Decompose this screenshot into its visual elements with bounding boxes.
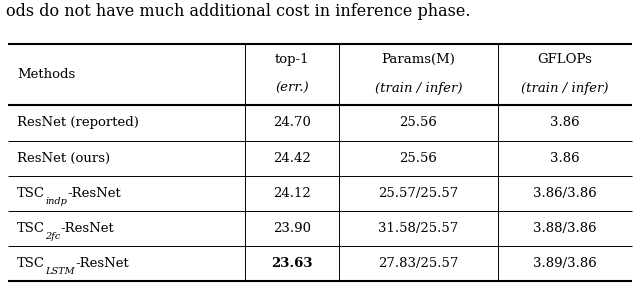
Text: TSC: TSC bbox=[17, 186, 45, 200]
Text: 23.90: 23.90 bbox=[273, 222, 311, 235]
Text: 2fc: 2fc bbox=[45, 231, 61, 241]
Text: 3.86: 3.86 bbox=[550, 151, 580, 164]
Text: 3.86: 3.86 bbox=[550, 117, 580, 130]
Text: top-1: top-1 bbox=[275, 53, 309, 66]
Text: (train / infer): (train / infer) bbox=[374, 82, 462, 95]
Text: 25.57/25.57: 25.57/25.57 bbox=[378, 186, 458, 200]
Text: -ResNet: -ResNet bbox=[61, 222, 115, 235]
Text: 3.86/3.86: 3.86/3.86 bbox=[533, 186, 597, 200]
Text: 3.88/3.86: 3.88/3.86 bbox=[533, 222, 597, 235]
Text: -ResNet: -ResNet bbox=[67, 186, 121, 200]
Text: ResNet (ours): ResNet (ours) bbox=[17, 151, 111, 164]
Text: 31.58/25.57: 31.58/25.57 bbox=[378, 222, 458, 235]
Text: 25.56: 25.56 bbox=[399, 151, 437, 164]
Text: LSTM: LSTM bbox=[45, 267, 75, 276]
Text: TSC: TSC bbox=[17, 257, 45, 270]
Text: Methods: Methods bbox=[17, 68, 76, 81]
Text: 24.70: 24.70 bbox=[273, 117, 311, 130]
Text: 25.56: 25.56 bbox=[399, 117, 437, 130]
Text: ResNet (reported): ResNet (reported) bbox=[17, 117, 139, 130]
Text: TSC: TSC bbox=[17, 222, 45, 235]
Text: (train / infer): (train / infer) bbox=[522, 82, 609, 95]
Text: ods do not have much additional cost in inference phase.: ods do not have much additional cost in … bbox=[6, 3, 471, 20]
Text: (err.): (err.) bbox=[275, 82, 308, 95]
Text: Params(M): Params(M) bbox=[381, 53, 455, 66]
Text: 3.89/3.86: 3.89/3.86 bbox=[533, 257, 597, 270]
Text: GFLOPs: GFLOPs bbox=[538, 53, 593, 66]
Text: 24.42: 24.42 bbox=[273, 151, 311, 164]
Text: 24.12: 24.12 bbox=[273, 186, 311, 200]
Text: -ResNet: -ResNet bbox=[75, 257, 129, 270]
Text: 27.83/25.57: 27.83/25.57 bbox=[378, 257, 459, 270]
Text: 23.63: 23.63 bbox=[271, 257, 313, 270]
Text: indp: indp bbox=[45, 196, 67, 205]
